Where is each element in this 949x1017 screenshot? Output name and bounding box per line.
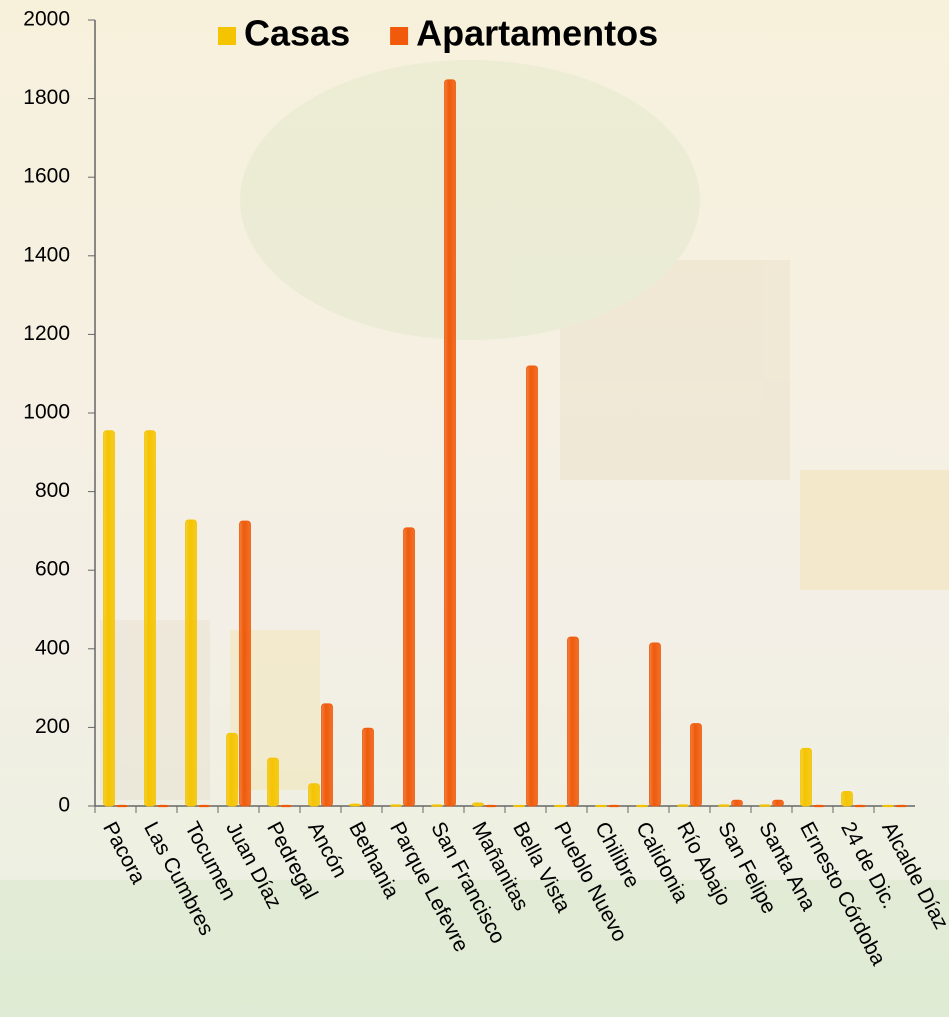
bar xyxy=(731,799,743,807)
bar xyxy=(157,804,169,808)
y-tick-label: 2000 xyxy=(23,8,70,31)
legend-swatch xyxy=(218,27,236,45)
y-tick-label: 0 xyxy=(58,794,70,817)
bar xyxy=(185,519,197,807)
bar xyxy=(854,804,866,808)
bar xyxy=(882,804,894,808)
bar xyxy=(226,732,238,807)
bar xyxy=(144,430,156,807)
bar xyxy=(239,520,251,807)
bar xyxy=(103,430,115,807)
bar xyxy=(608,804,620,808)
bar xyxy=(116,804,128,808)
bar xyxy=(280,804,292,808)
bar xyxy=(677,804,689,807)
y-tick-label: 600 xyxy=(35,558,70,581)
y-tick-label: 1600 xyxy=(23,165,70,188)
bar xyxy=(595,804,607,808)
bar xyxy=(513,804,525,808)
bar xyxy=(841,791,853,807)
bar xyxy=(472,802,484,807)
bar xyxy=(554,804,566,808)
bar xyxy=(649,642,661,807)
bar xyxy=(526,365,538,807)
bar xyxy=(800,747,812,807)
bar xyxy=(390,804,402,807)
bar xyxy=(362,727,374,807)
bar xyxy=(308,783,320,807)
bar xyxy=(349,803,361,807)
bar xyxy=(567,636,579,807)
y-tick-label: 800 xyxy=(35,479,70,502)
y-tick-label: 400 xyxy=(35,636,70,659)
legend-label: Casas xyxy=(244,13,350,54)
y-tick-label: 1000 xyxy=(23,401,70,424)
bar xyxy=(431,804,443,807)
bar xyxy=(895,804,907,808)
bar xyxy=(636,804,648,808)
y-tick-label: 1400 xyxy=(23,243,70,266)
bar xyxy=(690,723,702,807)
bar xyxy=(321,703,333,807)
bar xyxy=(485,804,497,808)
bar xyxy=(403,527,415,807)
bar xyxy=(198,804,210,808)
bar xyxy=(444,79,456,807)
bar xyxy=(772,799,784,807)
legend-label: Apartamentos xyxy=(416,13,658,54)
bar xyxy=(718,804,730,807)
y-tick-label: 1800 xyxy=(23,86,70,109)
legend-swatch xyxy=(390,27,409,45)
y-tick-label: 1200 xyxy=(23,322,70,345)
bar xyxy=(813,804,825,808)
y-tick-label: 200 xyxy=(35,715,70,738)
bar xyxy=(759,804,771,807)
bar xyxy=(267,757,279,807)
